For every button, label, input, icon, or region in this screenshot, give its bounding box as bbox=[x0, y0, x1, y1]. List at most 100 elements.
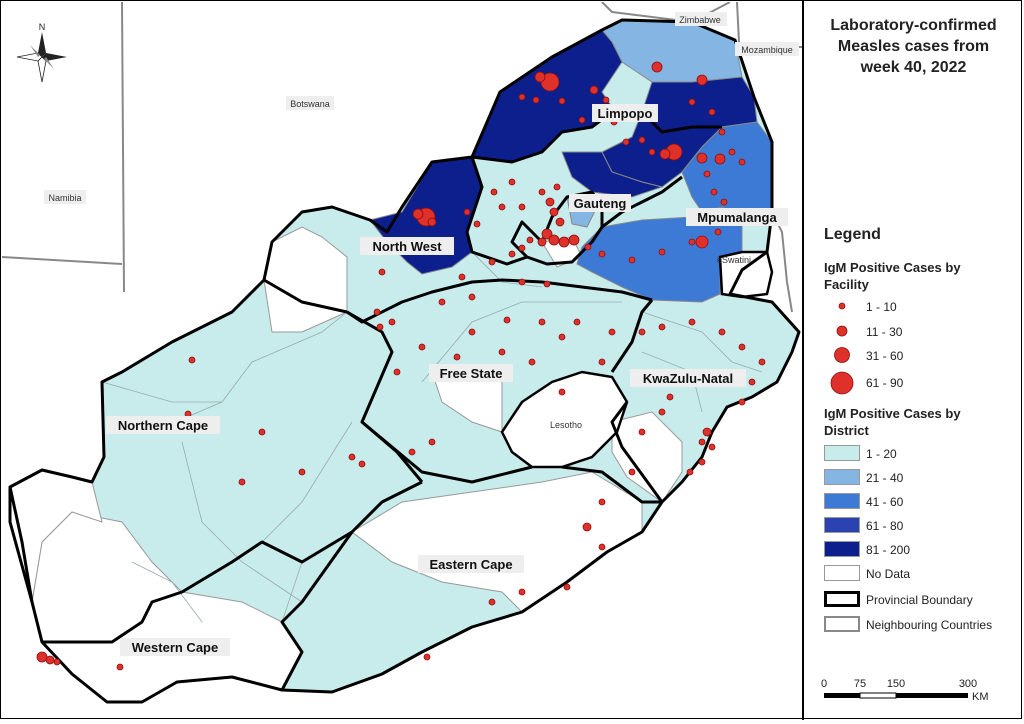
lesotho-shape bbox=[500, 370, 629, 469]
province-western-cape: Western Cape bbox=[132, 640, 218, 655]
facility-item-3: 31 - 60 bbox=[866, 349, 904, 363]
facility-dot bbox=[688, 238, 696, 246]
facility-title-line-2: Facility bbox=[824, 277, 869, 292]
facility-dot bbox=[568, 234, 580, 246]
facility-dot bbox=[537, 237, 547, 247]
facility-dot bbox=[584, 243, 592, 251]
province-mpumalanga: Mpumalanga bbox=[697, 210, 777, 225]
facility-dot bbox=[658, 408, 666, 416]
country-labels: Zimbabwe Mozambique Botswana Namibia eSw… bbox=[44, 12, 799, 430]
facility-dot bbox=[648, 148, 656, 156]
facility-dot bbox=[376, 323, 384, 331]
provincial-boundaries bbox=[8, 18, 801, 704]
facility-dot bbox=[538, 318, 546, 326]
facility-dot bbox=[518, 203, 526, 211]
panel-divider bbox=[802, 1, 804, 720]
facility-dot bbox=[488, 598, 496, 606]
facility-dot bbox=[438, 298, 446, 306]
province-kwazulu-natal: KwaZulu-Natal bbox=[643, 371, 733, 386]
facility-dot bbox=[563, 583, 571, 591]
facility-dot bbox=[598, 543, 606, 551]
facility-dot bbox=[598, 358, 606, 366]
facility-dot bbox=[508, 250, 516, 258]
facility-dot bbox=[659, 148, 671, 160]
dot-size-2-icon bbox=[836, 325, 848, 337]
facility-dot bbox=[738, 158, 746, 166]
facility-dot bbox=[532, 96, 540, 104]
district-label-4: 61 - 80 bbox=[866, 519, 904, 533]
district-label-5: 81 - 200 bbox=[866, 543, 911, 557]
district-limpopo-south bbox=[561, 151, 664, 198]
facility-dot bbox=[412, 208, 424, 220]
scale-tick-0: 0 bbox=[821, 678, 827, 690]
facility-dot bbox=[666, 393, 674, 401]
facility-dot bbox=[116, 663, 124, 671]
facility-dot bbox=[708, 108, 716, 116]
facility-dot bbox=[658, 323, 666, 331]
facility-dot bbox=[468, 328, 476, 336]
facility-dot bbox=[688, 318, 696, 326]
facility-dot bbox=[573, 318, 581, 326]
facility-dot bbox=[628, 256, 636, 264]
label-bg bbox=[630, 369, 746, 387]
neighbouring-countries-swatch bbox=[824, 616, 860, 632]
facility-dot bbox=[378, 268, 386, 276]
province-labels: Limpopo Gauteng Mpumalanga North West Fr… bbox=[106, 104, 788, 656]
facility-legend-title: IgM Positive Cases by Facility bbox=[824, 259, 961, 293]
facility-dot bbox=[468, 293, 476, 301]
district-title-line-1: IgM Positive Cases by bbox=[824, 406, 961, 421]
facility-dot bbox=[622, 138, 630, 146]
facility-dot bbox=[714, 228, 722, 236]
facility-dot bbox=[538, 188, 546, 196]
facility-dot bbox=[503, 316, 511, 324]
province-north-west: North West bbox=[372, 239, 442, 254]
facility-dot bbox=[348, 453, 356, 461]
district-title-line-2: District bbox=[824, 423, 869, 438]
district-label-1: 1 - 20 bbox=[866, 447, 897, 461]
facility-dot bbox=[658, 248, 666, 256]
district-legend-title: IgM Positive Cases by District bbox=[824, 405, 961, 439]
title-line-3: week 40, 2022 bbox=[860, 59, 967, 76]
facility-dot bbox=[638, 428, 646, 436]
facility-dot bbox=[188, 356, 196, 364]
district-swatch-1 bbox=[824, 445, 860, 461]
facility-dot bbox=[553, 183, 561, 191]
label-bg bbox=[418, 555, 524, 573]
district-swatch-4 bbox=[824, 517, 860, 533]
facility-dot bbox=[490, 188, 498, 196]
scale-tick-300: 300 bbox=[959, 678, 977, 690]
facility-dot bbox=[473, 220, 481, 228]
facility-dot bbox=[608, 328, 616, 336]
dot-size-1-icon bbox=[838, 302, 846, 310]
title-line-2: Measles cases from bbox=[837, 38, 990, 55]
facility-dot bbox=[488, 258, 496, 266]
facility-dot bbox=[518, 588, 526, 596]
facility-dot bbox=[738, 398, 746, 406]
facility-dot bbox=[508, 178, 516, 186]
facility-dot bbox=[258, 428, 266, 436]
facility-dot bbox=[528, 358, 536, 366]
facility-dot bbox=[558, 333, 566, 341]
scale-seg-3 bbox=[896, 693, 968, 698]
label-bg bbox=[429, 364, 513, 382]
facility-dot bbox=[558, 388, 566, 396]
legend-heading: Legend bbox=[824, 226, 881, 243]
district-label-3: 41 - 60 bbox=[866, 495, 904, 509]
facility-title-line-1: IgM Positive Cases by bbox=[824, 260, 961, 275]
label-bg bbox=[120, 638, 230, 656]
legend-panel: Laboratory-confirmed Measles cases from … bbox=[804, 1, 1023, 720]
facility-dot bbox=[638, 328, 646, 336]
country-zimbabwe: Zimbabwe bbox=[679, 15, 721, 25]
north-arrow-icon: N bbox=[16, 22, 67, 83]
provincial-boundary-swatch bbox=[824, 591, 860, 607]
facility-dot bbox=[758, 358, 766, 366]
facility-dot bbox=[748, 378, 756, 386]
province-northern-cape: Northern Cape bbox=[118, 418, 208, 433]
country-mozambique: Mozambique bbox=[741, 45, 793, 55]
facility-dot bbox=[582, 522, 592, 532]
country-namibia: Namibia bbox=[48, 193, 81, 203]
facility-dot bbox=[718, 328, 726, 336]
facility-dot bbox=[718, 128, 726, 136]
facility-dot bbox=[688, 98, 696, 106]
